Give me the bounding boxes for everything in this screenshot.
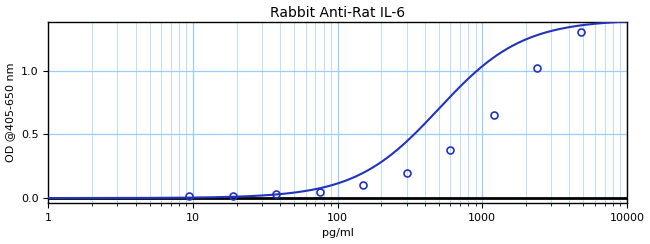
X-axis label: pg/ml: pg/ml [322,228,354,238]
Title: Rabbit Anti-Rat IL-6: Rabbit Anti-Rat IL-6 [270,6,405,20]
Y-axis label: OD @405-650 nm: OD @405-650 nm [6,63,16,163]
